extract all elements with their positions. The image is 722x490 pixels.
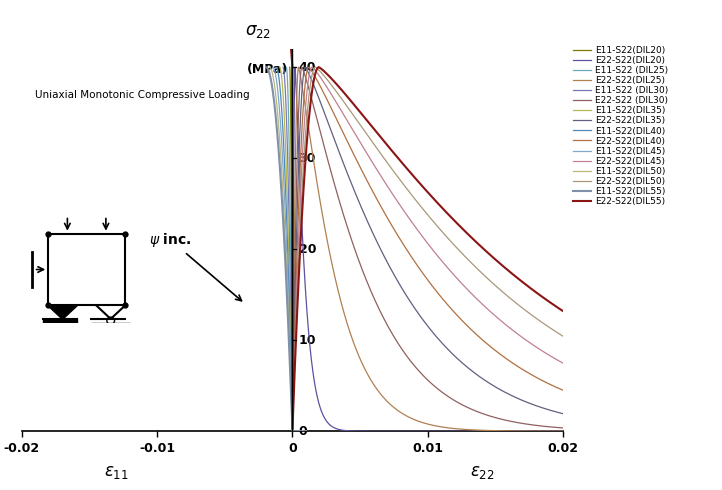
Bar [43, 319, 77, 323]
Bar [92, 322, 130, 325]
Text: $\sigma_{22}$: $\sigma_{22}$ [245, 22, 271, 40]
Text: $\psi$ inc.: $\psi$ inc. [149, 231, 241, 301]
Text: 20: 20 [298, 243, 316, 256]
Text: 0: 0 [298, 425, 308, 438]
Legend: E11-S22(DIL20), E22-S22(DIL20), E11-S22 (DIL25), E22-S22(DIL25), E11-S22 (DIL30): E11-S22(DIL20), E22-S22(DIL20), E11-S22 … [573, 46, 668, 206]
Text: 10: 10 [298, 334, 316, 347]
Text: $\varepsilon_{11}$: $\varepsilon_{11}$ [104, 463, 129, 481]
Text: 40: 40 [298, 61, 316, 74]
Text: $\varepsilon_{22}$: $\varepsilon_{22}$ [469, 463, 495, 481]
Polygon shape [48, 305, 77, 319]
Text: (MPa): (MPa) [248, 63, 289, 75]
Text: Uniaxial Monotonic Compressive Loading: Uniaxial Monotonic Compressive Loading [35, 90, 250, 99]
Text: 30: 30 [298, 152, 316, 165]
